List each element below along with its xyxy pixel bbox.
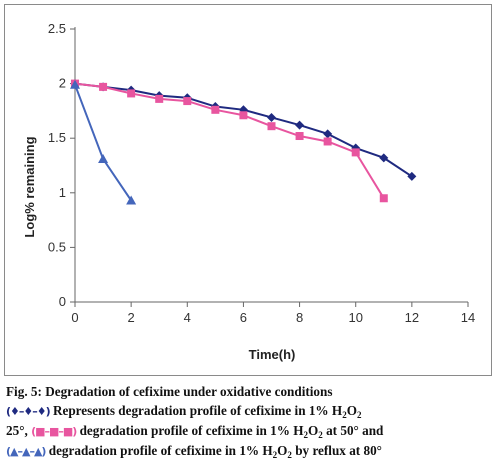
caption-text: O (308, 423, 319, 438)
data-point-square (127, 89, 136, 98)
y-tick-label: 2 (59, 76, 66, 91)
data-point-diamond (295, 120, 305, 130)
x-tick-label: 12 (405, 310, 419, 325)
series-line-triangle (74, 84, 132, 202)
series-line-square (74, 82, 385, 199)
data-point-square (379, 194, 388, 203)
x-tick-label: 10 (348, 310, 362, 325)
caption-text: degradation profile of cefixime in 1% H (76, 423, 304, 438)
caption-subscript: 2 (356, 410, 362, 420)
data-point-square (239, 111, 248, 120)
data-point-triangle (70, 79, 80, 89)
x-tick-label: 6 (240, 310, 247, 325)
chart-frame: 0 0.5 1 1.5 2 2.5 0 2 4 6 8 10 12 14 Log% remaining T… (4, 4, 492, 376)
chart-svg: 0 0.5 1 1.5 2 2.5 0 2 4 6 8 10 12 14 Log% remaining T… (22, 21, 475, 362)
data-point-triangle (126, 195, 137, 205)
data-point-square (99, 82, 108, 91)
x-tick-label: 8 (296, 310, 303, 325)
data-point-square (211, 105, 220, 114)
caption-text: 25°, (6, 423, 32, 438)
caption-subscript: 2 (318, 430, 323, 440)
caption-text: degradation profile of cefixime in 1% H (45, 443, 273, 458)
x-tick-label: 14 (461, 310, 475, 325)
y-tick-label: 0 (59, 294, 66, 309)
y-axis-title: Log% remaining (22, 136, 37, 237)
data-point-square (323, 137, 332, 146)
data-point-square (155, 94, 164, 103)
data-point-square (351, 148, 360, 157)
y-tick-label: 1 (59, 185, 66, 200)
data-point-diamond (407, 171, 417, 181)
caption-text: by reflux at 80° (291, 443, 382, 458)
series-group (70, 79, 417, 205)
caption-text: O (277, 443, 288, 458)
x-tick-label: 0 (71, 310, 78, 325)
figure-caption: Fig. 5: Degradation of cefixime under ox… (6, 382, 496, 461)
caption-title: Fig. 5: Degradation of cefixime under ox… (6, 384, 333, 399)
caption-subscript: 2 (303, 430, 309, 440)
caption-subscript: 2 (342, 410, 347, 420)
caption-line-2: (♦–♦–♦) Represents degradation profile o… (6, 401, 496, 421)
data-point-diamond (379, 153, 389, 163)
caption-subscript: 2 (272, 450, 278, 460)
caption-subscript: 2 (287, 450, 292, 460)
legend-square-series: (■–■–■) (31, 425, 77, 438)
caption-line-3: 25°, (■–■–■) degradation profile of cefi… (6, 421, 496, 441)
y-tick-label: 0.5 (48, 239, 66, 254)
caption-text: at 50° and (322, 423, 384, 438)
data-point-square (267, 122, 276, 131)
caption-text: O (346, 403, 357, 418)
legend-diamond-series: (♦–♦–♦) (6, 405, 51, 418)
caption-text: Represents degradation profile of cefixi… (52, 403, 343, 418)
x-axis-title: Time(h) (249, 347, 296, 362)
x-tick-label: 4 (184, 310, 191, 325)
caption-line-4: (▲–▲–▲) degradation profile of cefixime … (6, 441, 496, 461)
axes: 0 0.5 1 1.5 2 2.5 0 2 4 6 8 10 12 14 (48, 21, 475, 325)
x-tick-label: 2 (128, 310, 135, 325)
y-tick-label: 2.5 (48, 21, 66, 36)
data-point-diamond (323, 129, 333, 139)
legend-triangle-series: (▲–▲–▲) (6, 445, 46, 458)
data-point-square (183, 97, 192, 106)
y-tick-label: 1.5 (48, 130, 66, 145)
data-point-diamond (267, 112, 276, 122)
data-point-square (295, 132, 304, 141)
data-point-triangle (98, 153, 109, 163)
